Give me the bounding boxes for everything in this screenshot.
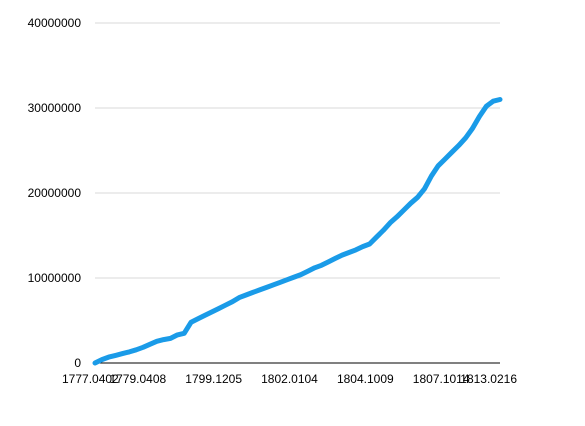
x-tick-label: 1804.1009	[337, 372, 394, 386]
y-tick-label: 20000000	[28, 186, 82, 200]
y-axis-tick-labels: 0 10000000 20000000 30000000 40000000	[28, 16, 82, 370]
y-tick-label: 0	[74, 356, 81, 370]
x-tick-label: 1799.1205	[185, 372, 242, 386]
series-line	[92, 97, 503, 366]
x-tick-label: 1779.0408	[109, 372, 166, 386]
x-tick-label: 1802.0104	[261, 372, 318, 386]
x-tick-label: 1813.0216	[460, 372, 517, 386]
y-tick-label: 40000000	[28, 16, 82, 30]
gridlines	[95, 22, 500, 279]
series-lines	[92, 97, 503, 366]
y-tick-label: 30000000	[28, 101, 82, 115]
x-tick-label: 1777.0402	[62, 372, 119, 386]
y-tick-label: 10000000	[28, 271, 82, 285]
x-tick-label: 1807.1014	[413, 372, 470, 386]
